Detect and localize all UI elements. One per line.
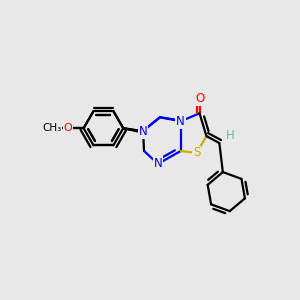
Text: N: N — [139, 125, 147, 138]
Text: O: O — [63, 123, 72, 133]
Text: N: N — [154, 158, 162, 170]
Text: N: N — [176, 115, 185, 128]
Text: O: O — [195, 92, 204, 105]
Text: H: H — [226, 129, 235, 142]
Text: CH₃: CH₃ — [42, 123, 62, 133]
Text: S: S — [193, 146, 200, 160]
